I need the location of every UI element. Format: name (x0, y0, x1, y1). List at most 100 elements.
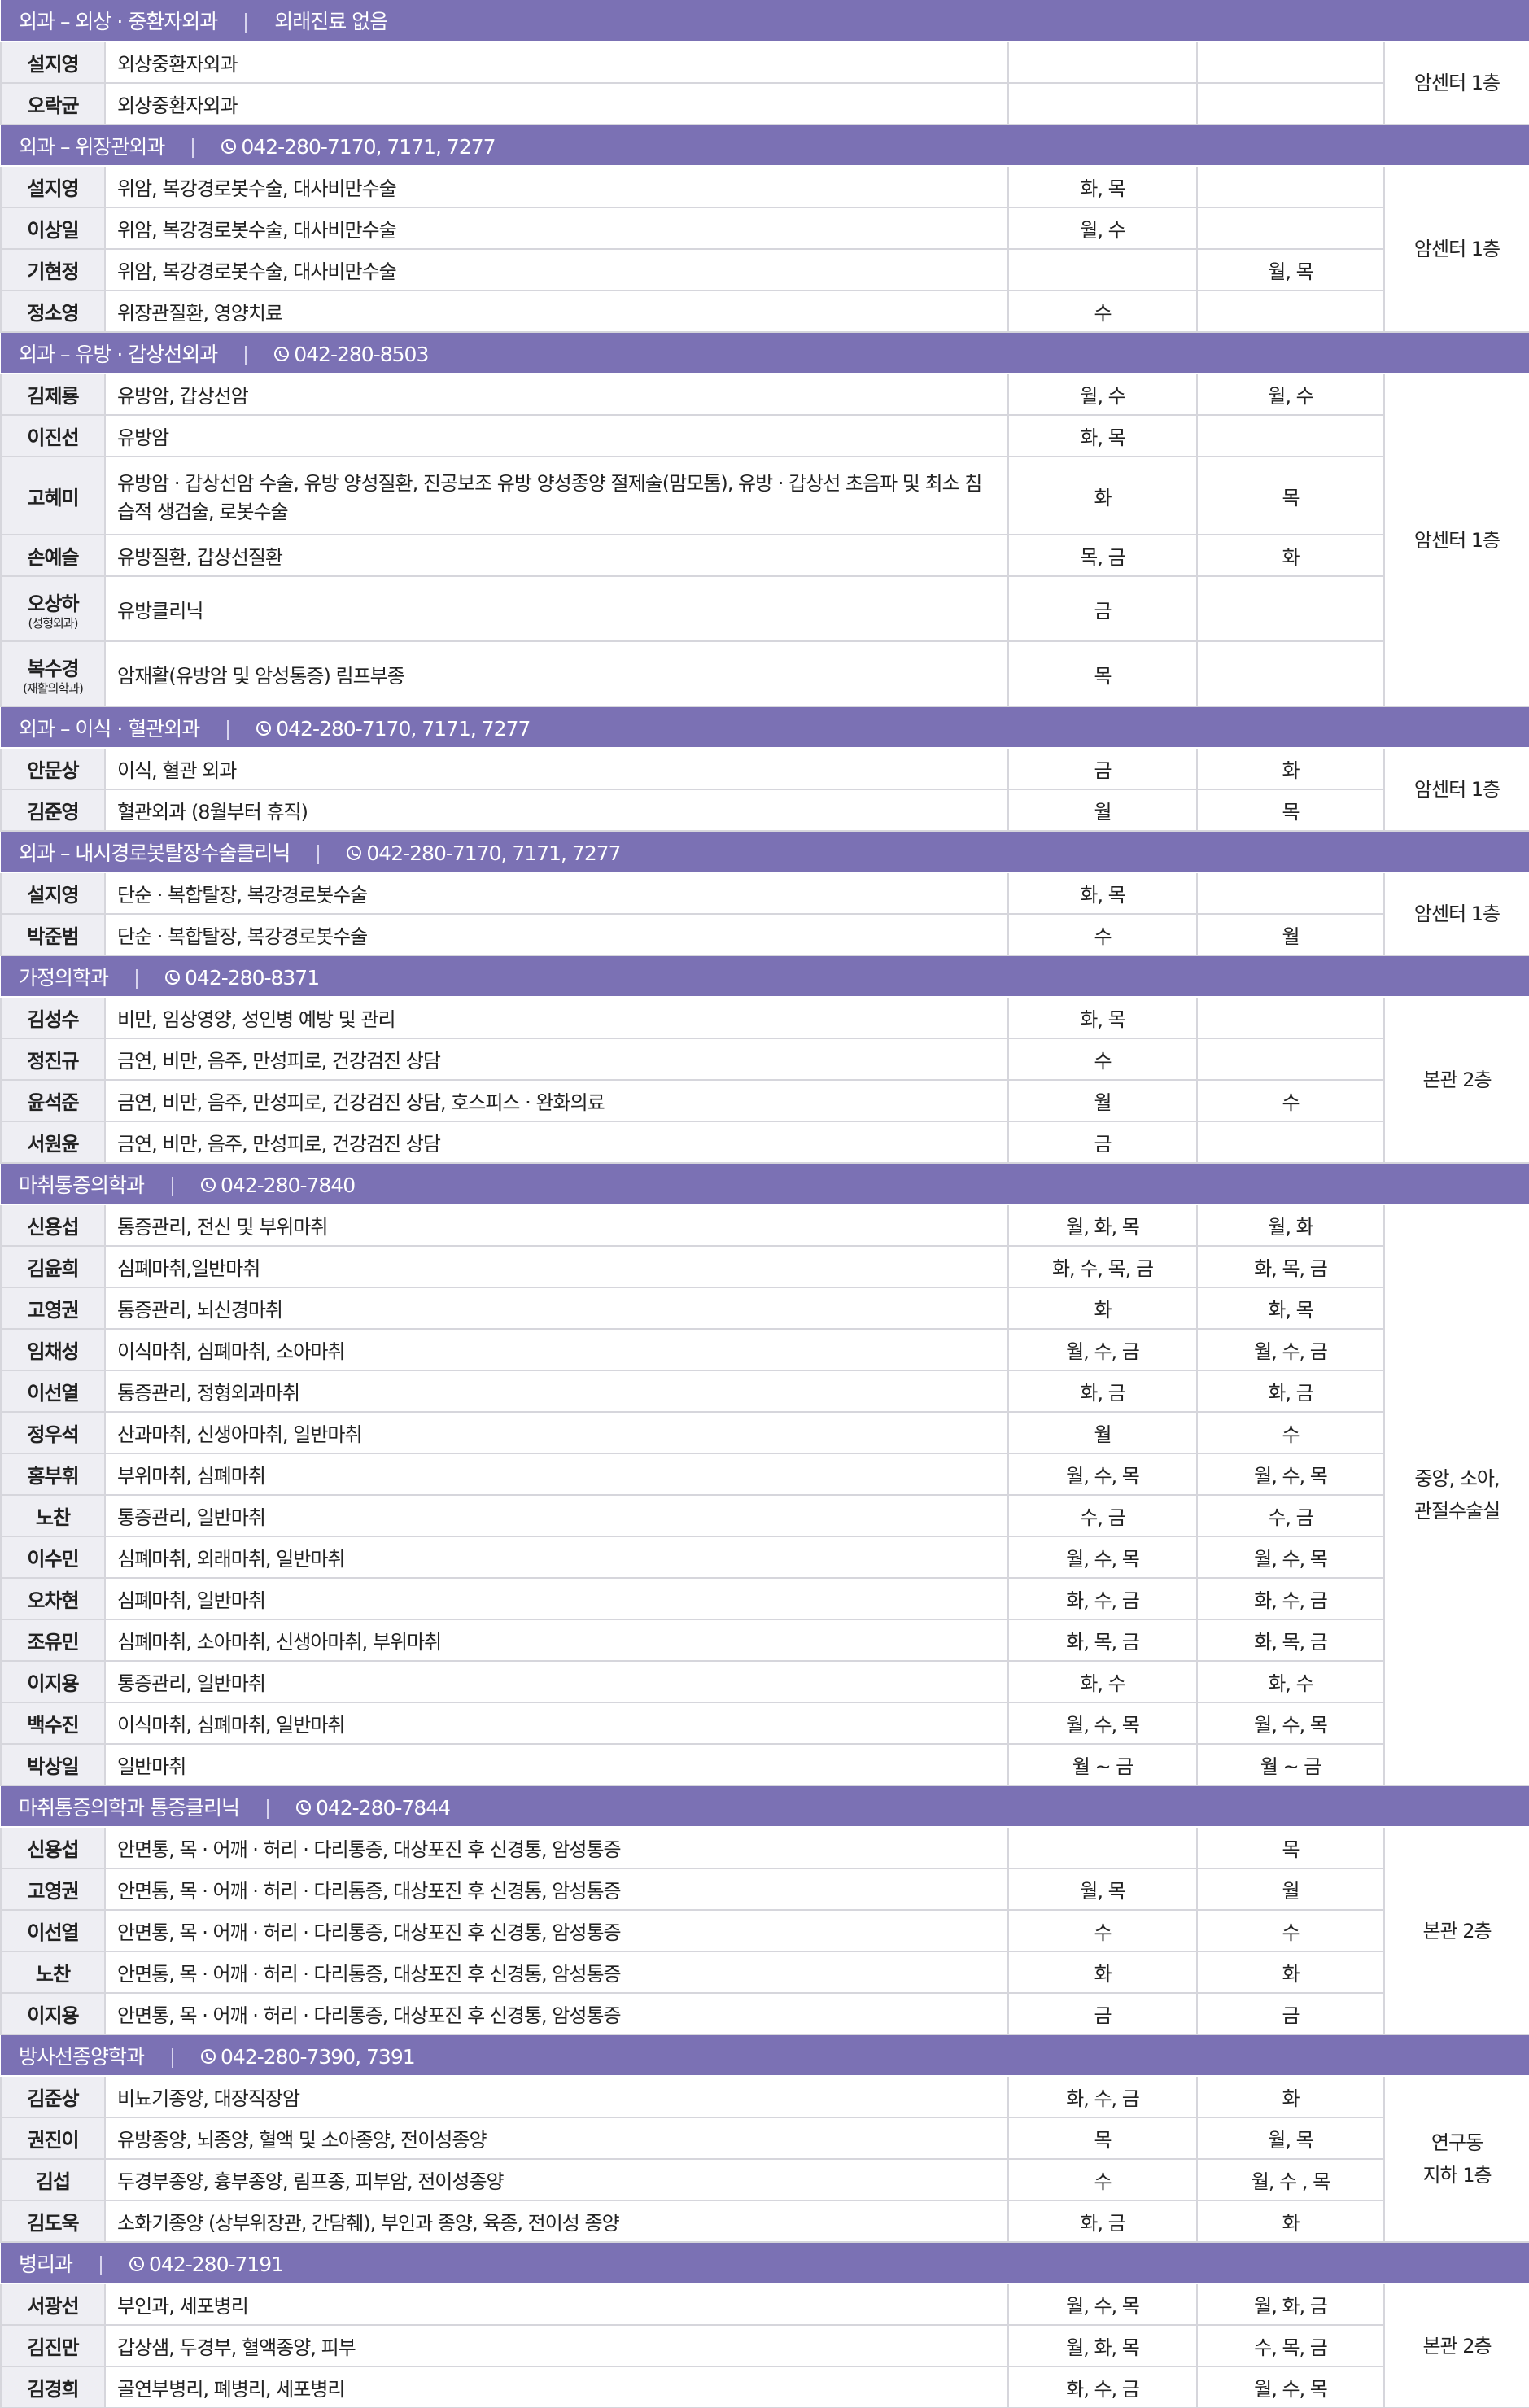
schedule-pm: 화, 수, 금 (1196, 1577, 1385, 1620)
name-sub: (성형외과) (28, 615, 79, 631)
specialty: 금연, 비만, 음주, 만성피로, 건강검진 상담 (104, 1038, 1009, 1081)
section-header-cell: 가정의학과 042-280-8371 (1, 955, 1529, 998)
doctor-name: 이상일 (0, 207, 106, 250)
doctor-row: 이지용 통증관리, 일반마취 화, 수 화, 수 (0, 1660, 1529, 1703)
schedule-pm: 화 (1196, 534, 1385, 577)
section-header-cell: 외과 – 이식 · 혈관외과 042-280-7170, 7171, 7277 (1, 706, 1529, 749)
location-line: 관절수술실 (1413, 1500, 1501, 1523)
schedule-pm: 수, 목, 금 (1196, 2324, 1385, 2367)
schedule-am: 월, 수, 목 (1007, 1453, 1198, 1496)
location: 중앙, 소아, 관절수술실 (1383, 1204, 1529, 1786)
schedule-am: 금 (1007, 747, 1198, 790)
doctor-row: 설지영 외상중환자외과 암센터 1층 (0, 41, 1529, 125)
section-header-cell: 외과 – 내시경로봇탈장수술클리닉 042-280-7170, 7171, 727… (1, 831, 1529, 873)
schedule-pm: 화 (1196, 1951, 1385, 1994)
name-text: 이선열 (27, 1382, 79, 1405)
name-text: 노찬 (35, 1963, 71, 1986)
schedule-am (1007, 82, 1198, 125)
doctor-row: 김준상 비뇨기종양, 대장직장암 화, 수, 금 화 연구동 지하 1층 (0, 2075, 1529, 2243)
location: 본관 2층 (1383, 996, 1529, 1164)
name-text: 복수경 (27, 657, 79, 680)
phone-icon (201, 2048, 216, 2064)
section-header: 외과 – 외상 · 중환자외과 외래진료 없음 (1, 0, 1529, 42)
schedule-am: 월, 수, 금 (1007, 1328, 1198, 1371)
specialty: 부인과, 세포병리 (104, 2283, 1009, 2326)
doctor-row: 정우석 산과마취, 신생아마취, 일반마취 월 수 (0, 1411, 1529, 1454)
doctor-name: 김경희 (0, 2366, 106, 2408)
doctor-row: 이상일 위암, 복강경로봇수술, 대사비만수술 월, 수 (0, 207, 1529, 250)
section-header-cell: 병리과 042-280-7191 (1, 2242, 1529, 2284)
doctor-row: 기현정 위암, 복강경로봇수술, 대사비만수술 월, 목 (0, 248, 1529, 291)
schedule-pm: 월, 수 , 목 (1196, 2158, 1385, 2201)
doctor-name: 서광선 (0, 2283, 106, 2326)
doctor-row: 이진선 유방암 화, 목 (0, 414, 1529, 457)
schedule-am: 월 (1007, 789, 1198, 832)
section-header: 외과 – 유방 · 갑상선외과 042-280-8503 (1, 332, 1529, 374)
schedule-am: 월, 수, 목 (1007, 1702, 1198, 1745)
phone-icon (221, 138, 237, 154)
name-text: 설지영 (27, 884, 79, 907)
schedule-pm: 월, 수, 목 (1196, 2366, 1385, 2408)
doctor-row: 박준범 단순 · 복합탈장, 복강경로봇수술 수 월 (0, 913, 1529, 956)
specialty: 부위마취, 심폐마취 (104, 1453, 1009, 1496)
doctor-name: 박상일 (0, 1743, 106, 1786)
schedule-am: 화, 금 (1007, 1370, 1198, 1413)
phone-number: 042-280-8503 (294, 342, 429, 366)
location-line: 암센터 1층 (1413, 72, 1501, 94)
location-line: 본관 2층 (1422, 2334, 1492, 2358)
doctor-row: 고영권 통증관리, 뇌신경마취 화 화, 목 (0, 1287, 1529, 1330)
specialty: 비만, 임상영양, 성인병 예방 및 관리 (104, 996, 1009, 1039)
schedule-am: 화, 수, 목, 금 (1007, 1245, 1198, 1288)
doctor-row: 윤석준 금연, 비만, 음주, 만성피로, 건강검진 상담, 호스피스 · 완화의… (0, 1079, 1529, 1122)
section-header: 마취통증의학과 통증클리닉 042-280-7844 (1, 1785, 1529, 1828)
location: 암센터 1층 (1383, 872, 1529, 956)
section-header: 가정의학과 042-280-8371 (1, 955, 1529, 998)
schedule-pm: 수, 금 (1196, 1494, 1385, 1537)
specialty: 일반마취 (104, 1743, 1009, 1786)
phone-number: 042-280-7170, 7171, 7277 (366, 841, 621, 865)
schedule-am: 화, 수, 금 (1007, 1577, 1198, 1620)
location: 암센터 1층 (1383, 165, 1529, 333)
name-text: 서원윤 (27, 1133, 79, 1156)
separator (192, 138, 194, 158)
doctor-name: 복수경 (재활의학과) (0, 640, 106, 707)
location-line: 본관 2층 (1422, 1069, 1492, 1091)
schedule-am: 화, 수 (1007, 1660, 1198, 1703)
schedule-pm: 수 (1196, 1909, 1385, 1952)
schedule-pm (1196, 82, 1385, 125)
specialty: 이식마취, 심폐마취, 일반마취 (104, 1702, 1009, 1745)
separator (266, 1798, 269, 1819)
specialty: 단순 · 복합탈장, 복강경로봇수술 (104, 872, 1009, 915)
schedule-pm: 수 (1196, 1079, 1385, 1122)
schedule-am: 수 (1007, 913, 1198, 956)
doctor-name: 이선열 (0, 1370, 106, 1413)
schedule-am: 월, 수, 목 (1007, 1536, 1198, 1579)
doctor-name: 신용섭 (0, 1204, 106, 1247)
location-line: 암센터 1층 (1413, 902, 1501, 925)
schedule-pm (1196, 290, 1385, 333)
name-text: 고혜미 (27, 486, 79, 509)
phone-icon (201, 1177, 216, 1192)
name-text: 김준영 (27, 801, 79, 824)
doctor-row: 김성수 비만, 임상영양, 성인병 예방 및 관리 화, 목 본관 2층 (0, 996, 1529, 1164)
doctor-name: 오락균 (0, 82, 106, 125)
specialty: 안면통, 목 · 어깨 · 허리 · 다리통증, 대상포진 후 신경통, 암성통… (104, 1826, 1009, 1869)
location-line: 연구동 (1431, 2131, 1483, 2154)
specialty: 골연부병리, 폐병리, 세포병리 (104, 2366, 1009, 2408)
schedule-pm: 월, 수 (1196, 373, 1385, 416)
name-text: 정진규 (27, 1050, 79, 1073)
section-header: 외과 – 내시경로봇탈장수술클리닉 042-280-7170, 7171, 727… (1, 831, 1529, 873)
schedule-pm (1196, 640, 1385, 707)
name-text: 기현정 (27, 260, 79, 283)
doctor-name: 김준영 (0, 789, 106, 832)
schedule-pm (1196, 872, 1385, 915)
specialty: 산과마취, 신생아마취, 일반마취 (104, 1411, 1009, 1454)
phone-number: 042-280-7844 (315, 1795, 451, 1820)
section-header-cell: 외과 – 외상 · 중환자외과 외래진료 없음 (1, 0, 1529, 42)
doctor-row: 고혜미 유방암 · 갑상선암 수술, 유방 양성질환, 진공보조 유방 양성종양 … (0, 456, 1529, 535)
section-title: 방사선종양학과 (19, 2044, 145, 2069)
schedule-am: 월 (1007, 1411, 1198, 1454)
doctor-name: 정소영 (0, 290, 106, 333)
schedule-pm (1196, 575, 1385, 642)
schedule-pm: 화, 금 (1196, 1370, 1385, 1413)
